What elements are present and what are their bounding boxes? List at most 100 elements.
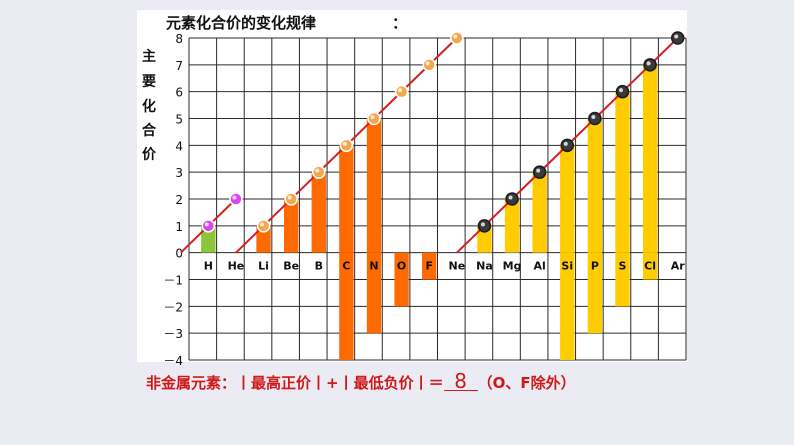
y-tick-label: 7 <box>175 59 183 73</box>
trend-marker-highlight <box>453 34 458 39</box>
element-label-be: Be <box>283 260 299 273</box>
trend-marker-cl <box>643 58 657 72</box>
bar-max-na <box>477 225 492 253</box>
trend-marker-o <box>394 84 409 99</box>
element-label-li: Li <box>258 260 269 273</box>
trend-markers <box>201 31 685 233</box>
trend-marker-h <box>201 219 216 233</box>
trend-marker-na <box>477 219 492 233</box>
trend-marker-highlight <box>398 88 403 93</box>
y-axis-label-char: 要 <box>142 74 156 90</box>
element-label-o: O <box>397 260 406 273</box>
bar-max-be <box>283 199 299 253</box>
trend-marker-highlight <box>536 168 541 173</box>
element-label-mg: Mg <box>503 260 522 273</box>
y-tick-label: －2 <box>163 300 183 314</box>
element-label-s: S <box>619 260 627 273</box>
trend-marker-highlight <box>260 222 265 227</box>
element-label-h: H <box>204 260 213 273</box>
element-label-p: P <box>591 260 599 273</box>
element-label-n: N <box>369 260 378 273</box>
bar-min-n <box>366 252 382 334</box>
element-label-c: C <box>342 260 350 273</box>
trend-marker-ar <box>670 31 685 45</box>
bar-max-c <box>339 145 354 253</box>
y-axis-label-char: 价 <box>142 147 156 163</box>
y-tick-label: 4 <box>175 139 183 153</box>
trend-marker-f <box>422 58 436 72</box>
y-tick-label: 6 <box>175 86 183 100</box>
bar-max-li <box>256 225 271 253</box>
y-tick-label: －4 <box>163 354 183 368</box>
y-axis-label-char: 化 <box>142 99 156 115</box>
rule-prefix: 非金属元素：丨最高正价丨+丨最低负价丨＝ <box>146 374 444 392</box>
trend-marker-al <box>532 165 547 179</box>
bar-min-o <box>394 252 409 307</box>
y-tick-label: 5 <box>175 113 183 127</box>
trend-marker-highlight <box>646 61 651 66</box>
bar-max-b <box>311 172 326 253</box>
trend-marker-be <box>284 192 298 206</box>
bar-max-p <box>587 118 603 253</box>
bar-min-c <box>339 252 354 360</box>
trend-marker-highlight <box>563 141 568 146</box>
element-label-f: F <box>425 260 433 273</box>
trend-marker-c <box>339 138 354 153</box>
y-tick-label: 2 <box>175 193 183 207</box>
bar-max-mg <box>504 199 520 253</box>
trend-marker-si <box>560 138 575 153</box>
element-label-cl: Cl <box>644 260 656 273</box>
y-tick-labels: 8 7 6 5 4 3 2 1 0 －1 －2 －3 －4 <box>163 32 183 368</box>
trend-marker-highlight <box>618 88 623 93</box>
y-tick-label: 1 <box>175 220 183 234</box>
element-label-ne: Ne <box>448 260 465 273</box>
trend-marker-highlight <box>232 195 237 200</box>
trend-marker-mg <box>505 192 519 206</box>
grid <box>188 37 687 361</box>
bar-min-cl <box>642 252 658 280</box>
bar-max-al <box>532 172 547 253</box>
element-label-na: Na <box>476 260 493 273</box>
rule-value: 8 <box>443 371 478 391</box>
trend-marker-highlight <box>204 222 209 227</box>
y-axis-label-char: 合 <box>142 123 156 139</box>
bar-max-h <box>201 225 216 253</box>
bar-min-s <box>615 252 630 307</box>
trend-marker-ne <box>450 31 464 45</box>
trend-marker-n <box>367 111 381 126</box>
y-axis-label-char: 主 <box>142 49 156 65</box>
bar-max-n <box>366 118 382 253</box>
trend-marker-b <box>312 165 326 179</box>
bar-min-si <box>560 252 575 360</box>
element-label-si: Si <box>561 260 573 273</box>
trend-marker-highlight <box>342 141 347 146</box>
trend-marker-highlight <box>315 168 320 173</box>
bar-min-p <box>587 252 603 334</box>
element-label-he: He <box>228 260 245 273</box>
trend-marker-highlight <box>480 222 485 227</box>
bar-max-cl <box>642 64 658 253</box>
element-label-al: Al <box>534 260 546 273</box>
bar-min-f <box>422 252 437 280</box>
valence-rule: 非金属元素：丨最高正价丨+丨最低负价丨＝ 8 （O、F除外） <box>146 371 576 393</box>
y-tick-label: 0 <box>175 247 183 261</box>
trend-marker-highlight <box>674 34 679 39</box>
element-label-b: B <box>315 260 323 273</box>
y-tick-label: 3 <box>175 166 183 180</box>
title-colon: ： <box>392 14 408 32</box>
trend-marker-s <box>615 84 630 99</box>
bar-max-si <box>560 145 575 253</box>
y-tick-label: 8 <box>175 32 183 46</box>
trend-marker-p <box>588 111 602 126</box>
trend-marker-li <box>256 219 271 233</box>
trend-marker-highlight <box>425 61 430 66</box>
trend-marker-highlight <box>287 195 292 200</box>
trend-marker-he <box>229 192 243 206</box>
bar-max-s <box>615 91 630 253</box>
y-tick-label: －3 <box>163 327 183 341</box>
element-labels: H He Li Be B C N O F Ne Na Mg Al Si P S Cl Ar <box>204 260 686 273</box>
trend-marker-highlight <box>591 115 596 119</box>
y-tick-label: －1 <box>163 274 183 288</box>
chart-title: 元素化合价的变化规律 <box>166 14 317 32</box>
